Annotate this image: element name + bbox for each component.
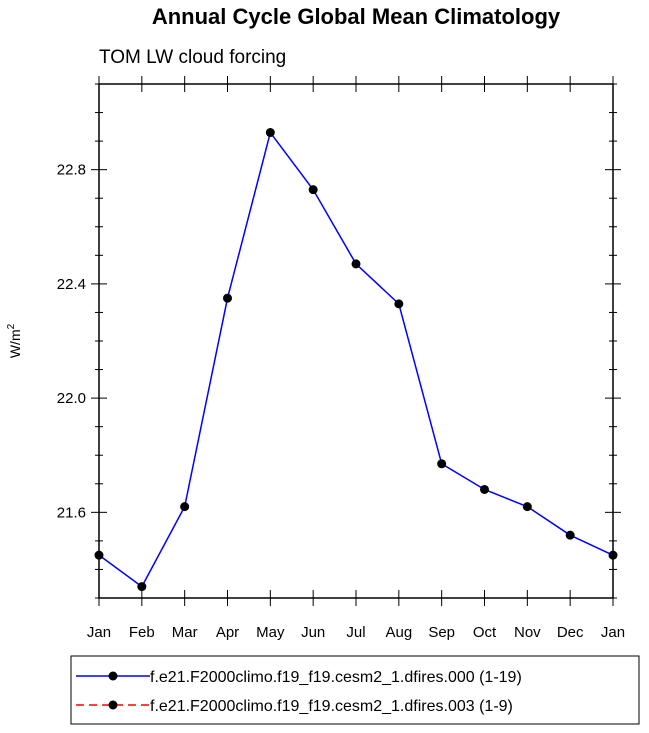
x-tick-label: Sep	[428, 624, 455, 641]
data-point	[308, 185, 318, 195]
x-tick-label: Oct	[473, 624, 497, 641]
x-tick-label: Jul	[346, 624, 365, 641]
x-tick-label: Dec	[557, 624, 584, 641]
data-point	[223, 293, 232, 303]
y-tick-labels: 21.6 22.0 22.4 22.8	[57, 162, 86, 522]
x-tick-label: Apr	[216, 624, 239, 641]
data-point	[437, 459, 447, 469]
legend-marker	[108, 700, 118, 710]
y-axis-label-unit: W/m	[7, 329, 23, 358]
data-point	[565, 530, 575, 540]
axis-ticks	[91, 76, 621, 606]
chart-title: Annual Cycle Global Mean Climatology	[152, 4, 561, 29]
data-point	[394, 299, 404, 309]
series-layer	[94, 128, 618, 592]
x-tick-labels: Jan Feb Mar Apr May Jun Jul Aug Sep Oct Nov Dec Jan	[87, 624, 625, 641]
y-tick-label: 22.8	[57, 162, 86, 179]
y-tick-label: 22.0	[57, 390, 86, 407]
data-point	[137, 582, 147, 592]
data-point	[351, 259, 361, 269]
x-tick-label: Mar	[172, 624, 198, 641]
chart-subtitle: TOM LW cloud forcing	[99, 47, 286, 68]
legend: f.e21.F2000climo.f19_f19.cesm2_1.dfires.…	[70, 655, 640, 725]
x-tick-label: Nov	[514, 624, 541, 641]
y-tick-label: 22.4	[57, 276, 86, 293]
legend-label: f.e21.F2000climo.f19_f19.cesm2_1.dfires.…	[150, 669, 522, 686]
y-tick-label: 21.6	[57, 504, 86, 521]
data-point	[180, 502, 190, 512]
legend-box	[70, 655, 640, 725]
x-tick-label: Jan	[601, 624, 625, 641]
data-point	[265, 128, 275, 138]
x-tick-label: Jun	[301, 624, 325, 641]
x-tick-label: Feb	[129, 624, 155, 641]
x-tick-label: Jan	[87, 624, 111, 641]
plot-frame	[98, 83, 614, 599]
x-tick-label: May	[256, 624, 285, 641]
data-point	[480, 484, 489, 494]
series-line	[98, 130, 614, 588]
legend-label: f.e21.F2000climo.f19_f19.cesm2_1.dfires.…	[150, 698, 513, 715]
x-tick-label: Aug	[385, 624, 412, 641]
data-point	[522, 502, 532, 512]
y-axis-label-exponent: 2	[6, 323, 17, 329]
y-axis-label: W/m2	[6, 323, 23, 358]
legend-marker	[108, 671, 118, 681]
